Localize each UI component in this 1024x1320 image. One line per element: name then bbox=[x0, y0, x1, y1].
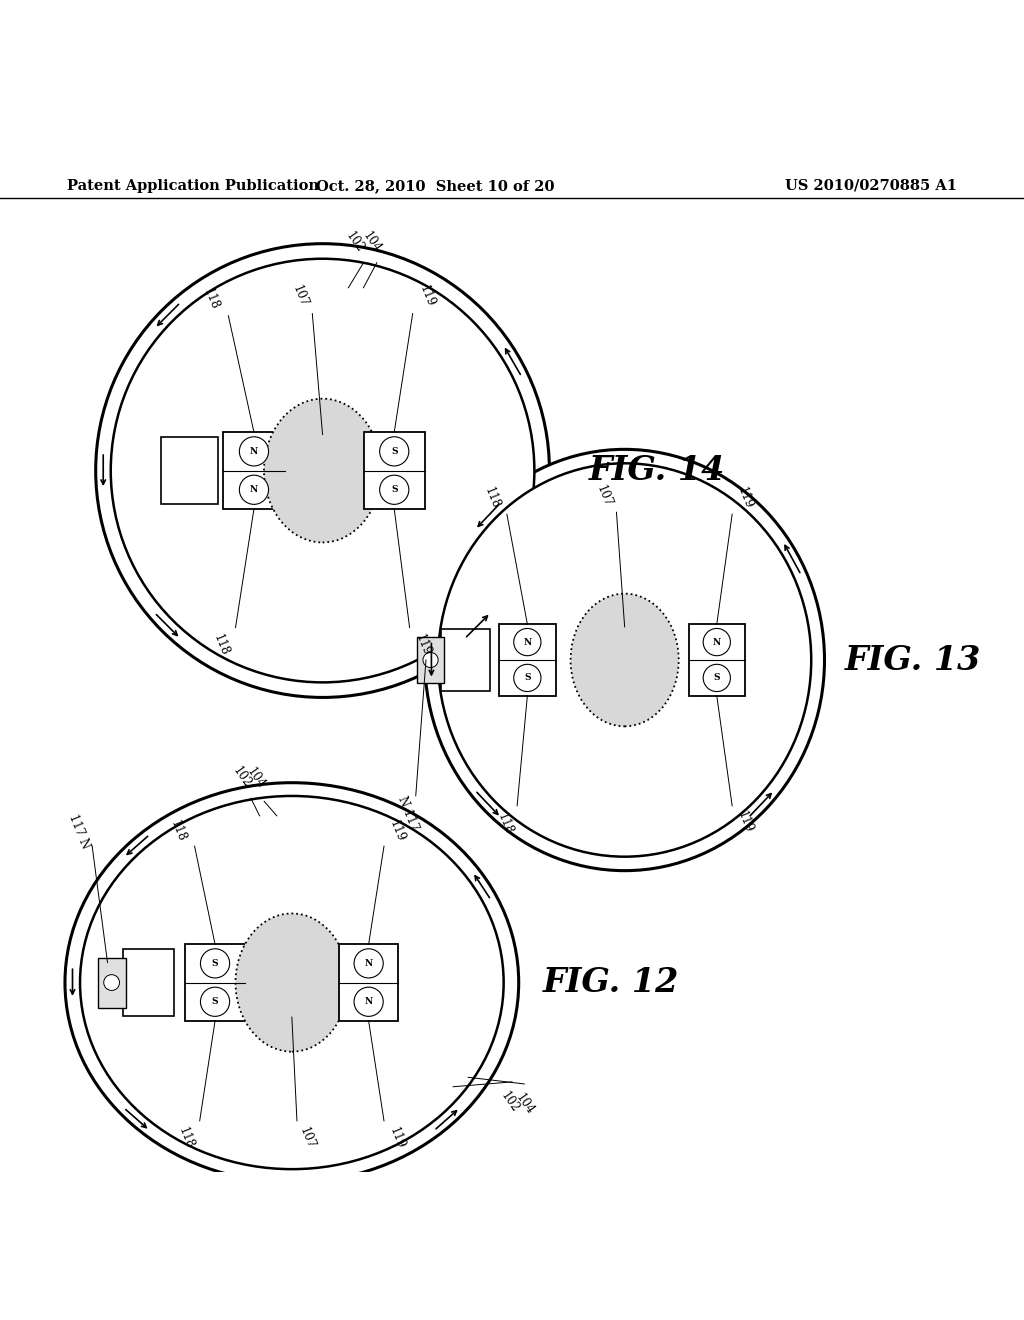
Text: US 2010/0270885 A1: US 2010/0270885 A1 bbox=[785, 180, 957, 193]
Text: 104: 104 bbox=[360, 230, 383, 256]
Text: FIG. 12: FIG. 12 bbox=[543, 966, 679, 999]
Text: Patent Application Publication: Patent Application Publication bbox=[67, 180, 318, 193]
Ellipse shape bbox=[111, 259, 535, 682]
Text: 119: 119 bbox=[413, 632, 433, 657]
Circle shape bbox=[514, 664, 541, 692]
Bar bbox=[500, 624, 555, 696]
Ellipse shape bbox=[95, 244, 550, 697]
Text: 119: 119 bbox=[387, 818, 408, 843]
Text: 119: 119 bbox=[735, 809, 756, 834]
Circle shape bbox=[354, 987, 383, 1016]
Text: 107: 107 bbox=[594, 483, 614, 510]
Text: 104: 104 bbox=[514, 1092, 537, 1117]
Ellipse shape bbox=[570, 594, 679, 726]
Circle shape bbox=[423, 652, 438, 668]
Ellipse shape bbox=[65, 783, 519, 1183]
Text: 118: 118 bbox=[176, 1125, 197, 1151]
Circle shape bbox=[703, 628, 730, 656]
Text: 118: 118 bbox=[201, 286, 221, 312]
Circle shape bbox=[703, 664, 730, 692]
Circle shape bbox=[201, 987, 229, 1016]
Text: S: S bbox=[212, 958, 218, 968]
Ellipse shape bbox=[438, 463, 811, 857]
Bar bbox=[185, 944, 245, 1020]
Circle shape bbox=[201, 949, 229, 978]
Circle shape bbox=[380, 475, 409, 504]
Text: FIG. 13: FIG. 13 bbox=[845, 644, 981, 676]
Text: 102: 102 bbox=[344, 228, 367, 255]
Text: 107: 107 bbox=[297, 1125, 317, 1151]
Text: N 117: N 117 bbox=[394, 795, 421, 833]
Text: FIG. 14: FIG. 14 bbox=[589, 454, 725, 487]
Text: N: N bbox=[250, 447, 258, 455]
Circle shape bbox=[354, 949, 383, 978]
Ellipse shape bbox=[264, 399, 381, 543]
Text: 118: 118 bbox=[211, 632, 231, 657]
Bar bbox=[123, 949, 174, 1016]
Text: 119: 119 bbox=[735, 486, 756, 511]
Text: 107: 107 bbox=[290, 284, 310, 309]
Bar bbox=[97, 957, 126, 1007]
Text: 118: 118 bbox=[481, 486, 502, 511]
Circle shape bbox=[240, 437, 268, 466]
Text: S: S bbox=[714, 673, 720, 682]
Text: 104: 104 bbox=[245, 766, 267, 791]
Text: 102: 102 bbox=[499, 1089, 521, 1114]
Bar bbox=[417, 638, 444, 682]
Text: N: N bbox=[523, 638, 531, 647]
Circle shape bbox=[240, 475, 268, 504]
Ellipse shape bbox=[80, 796, 504, 1170]
Text: 118: 118 bbox=[495, 810, 515, 837]
Text: Oct. 28, 2010  Sheet 10 of 20: Oct. 28, 2010 Sheet 10 of 20 bbox=[316, 180, 554, 193]
Text: N: N bbox=[365, 958, 373, 968]
Text: S: S bbox=[524, 673, 530, 682]
Ellipse shape bbox=[236, 913, 348, 1052]
Bar bbox=[364, 432, 425, 510]
Bar bbox=[688, 624, 745, 696]
Text: 119: 119 bbox=[417, 284, 437, 309]
Bar bbox=[162, 437, 217, 504]
Text: 117 N: 117 N bbox=[66, 812, 92, 850]
Text: S: S bbox=[391, 447, 397, 455]
Text: 118: 118 bbox=[168, 818, 188, 843]
Bar bbox=[441, 630, 490, 690]
Text: N: N bbox=[713, 638, 721, 647]
Text: N: N bbox=[250, 486, 258, 494]
Text: 102: 102 bbox=[230, 764, 253, 791]
Circle shape bbox=[514, 628, 541, 656]
Text: S: S bbox=[391, 486, 397, 494]
Text: N: N bbox=[365, 998, 373, 1006]
Circle shape bbox=[380, 437, 409, 466]
Bar bbox=[223, 432, 285, 510]
Text: S: S bbox=[212, 998, 218, 1006]
Bar bbox=[339, 944, 398, 1020]
Text: 119: 119 bbox=[387, 1125, 408, 1151]
Circle shape bbox=[103, 974, 120, 990]
Ellipse shape bbox=[425, 449, 824, 871]
